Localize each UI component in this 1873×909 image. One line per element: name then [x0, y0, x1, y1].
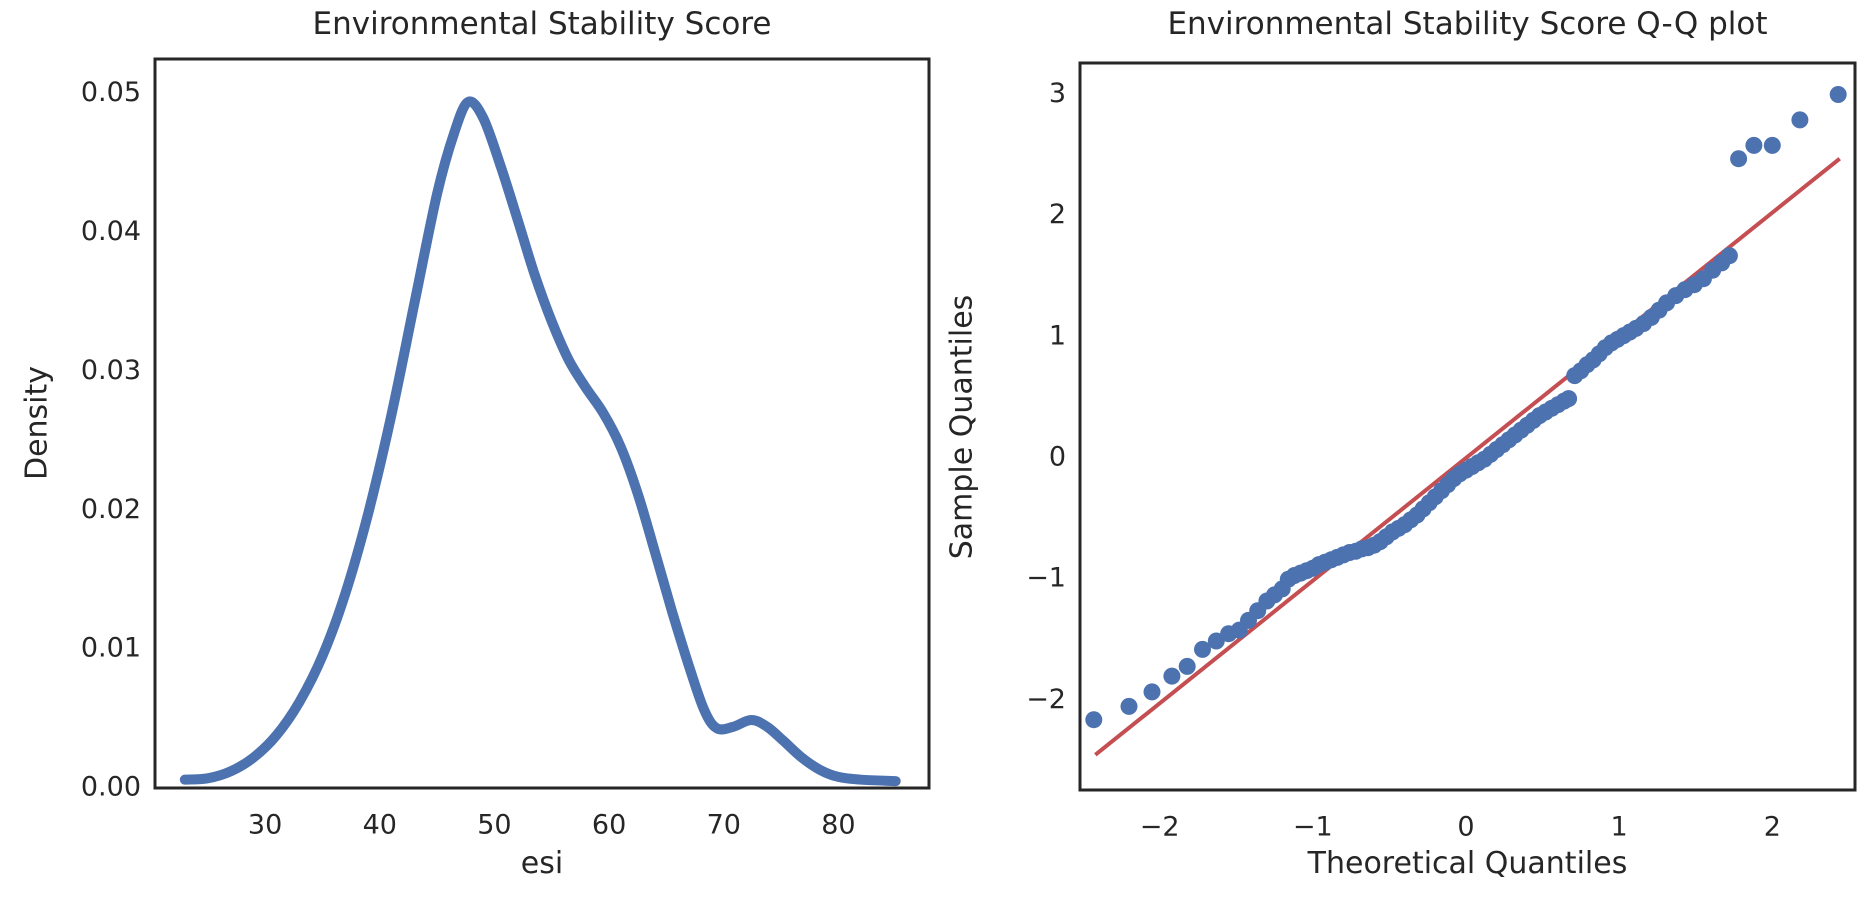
qq-scatter-point — [1085, 711, 1103, 729]
kde-y-axis-label: Density — [19, 365, 55, 481]
x-tick-label: −1 — [1293, 812, 1333, 843]
qq-y-axis-label: Sample Quantiles — [944, 294, 980, 560]
y-tick-label: 0 — [1049, 442, 1066, 473]
x-tick-label: 80 — [821, 810, 855, 841]
qq-scatter-point — [1791, 111, 1809, 129]
qq-x-axis-label: Theoretical Quantiles — [1307, 846, 1628, 881]
kde-plot-title: Environmental Stability Score — [312, 6, 772, 42]
qq-plot-border — [1078, 61, 1857, 792]
kde-density-curve — [179, 96, 901, 787]
kde-x-axis-label: esi — [520, 846, 564, 881]
x-tick-label: 0 — [1457, 812, 1474, 843]
y-tick-label: 1 — [1049, 320, 1066, 351]
qq-scatter-point — [1143, 683, 1161, 701]
x-tick-label: 1 — [1611, 812, 1628, 843]
qq-scatter-point — [1829, 86, 1847, 103]
qq-scatter-point — [1720, 247, 1738, 265]
y-tick-label: −2 — [1026, 684, 1066, 715]
x-tick-label: 60 — [592, 810, 626, 841]
x-tick-label: 30 — [248, 810, 282, 841]
y-tick-label: 3 — [1049, 78, 1066, 109]
kde-plot-border — [153, 57, 931, 790]
y-tick-label: −1 — [1026, 563, 1066, 594]
qq-scatter-point — [1163, 667, 1181, 685]
qq-scatter-point — [1194, 640, 1211, 658]
y-tick-label: 0.05 — [81, 77, 141, 108]
y-tick-label: 0.02 — [81, 494, 141, 525]
qq-plot-title: Environmental Stability Score Q-Q plot — [1167, 6, 1768, 42]
x-tick-label: 40 — [363, 810, 397, 841]
x-tick-label: 50 — [477, 810, 511, 841]
y-tick-label: 0.00 — [81, 772, 141, 803]
qq-scatter-point — [1120, 697, 1138, 715]
qq-scatter-point — [1560, 390, 1578, 408]
qq-scatter-point — [1730, 150, 1748, 168]
y-tick-label: 0.01 — [81, 633, 141, 664]
qq-scatter-point — [1763, 136, 1781, 154]
x-tick-label: 2 — [1764, 812, 1781, 843]
y-tick-label: 2 — [1049, 199, 1066, 230]
qq-scatter-point — [1745, 136, 1763, 154]
x-tick-label: −2 — [1140, 812, 1180, 843]
y-tick-label: 0.04 — [81, 216, 141, 247]
x-tick-label: 70 — [707, 810, 741, 841]
qq-scatter-point — [1178, 657, 1196, 675]
qq-scatter-point — [1207, 632, 1225, 650]
y-tick-label: 0.03 — [81, 355, 141, 386]
